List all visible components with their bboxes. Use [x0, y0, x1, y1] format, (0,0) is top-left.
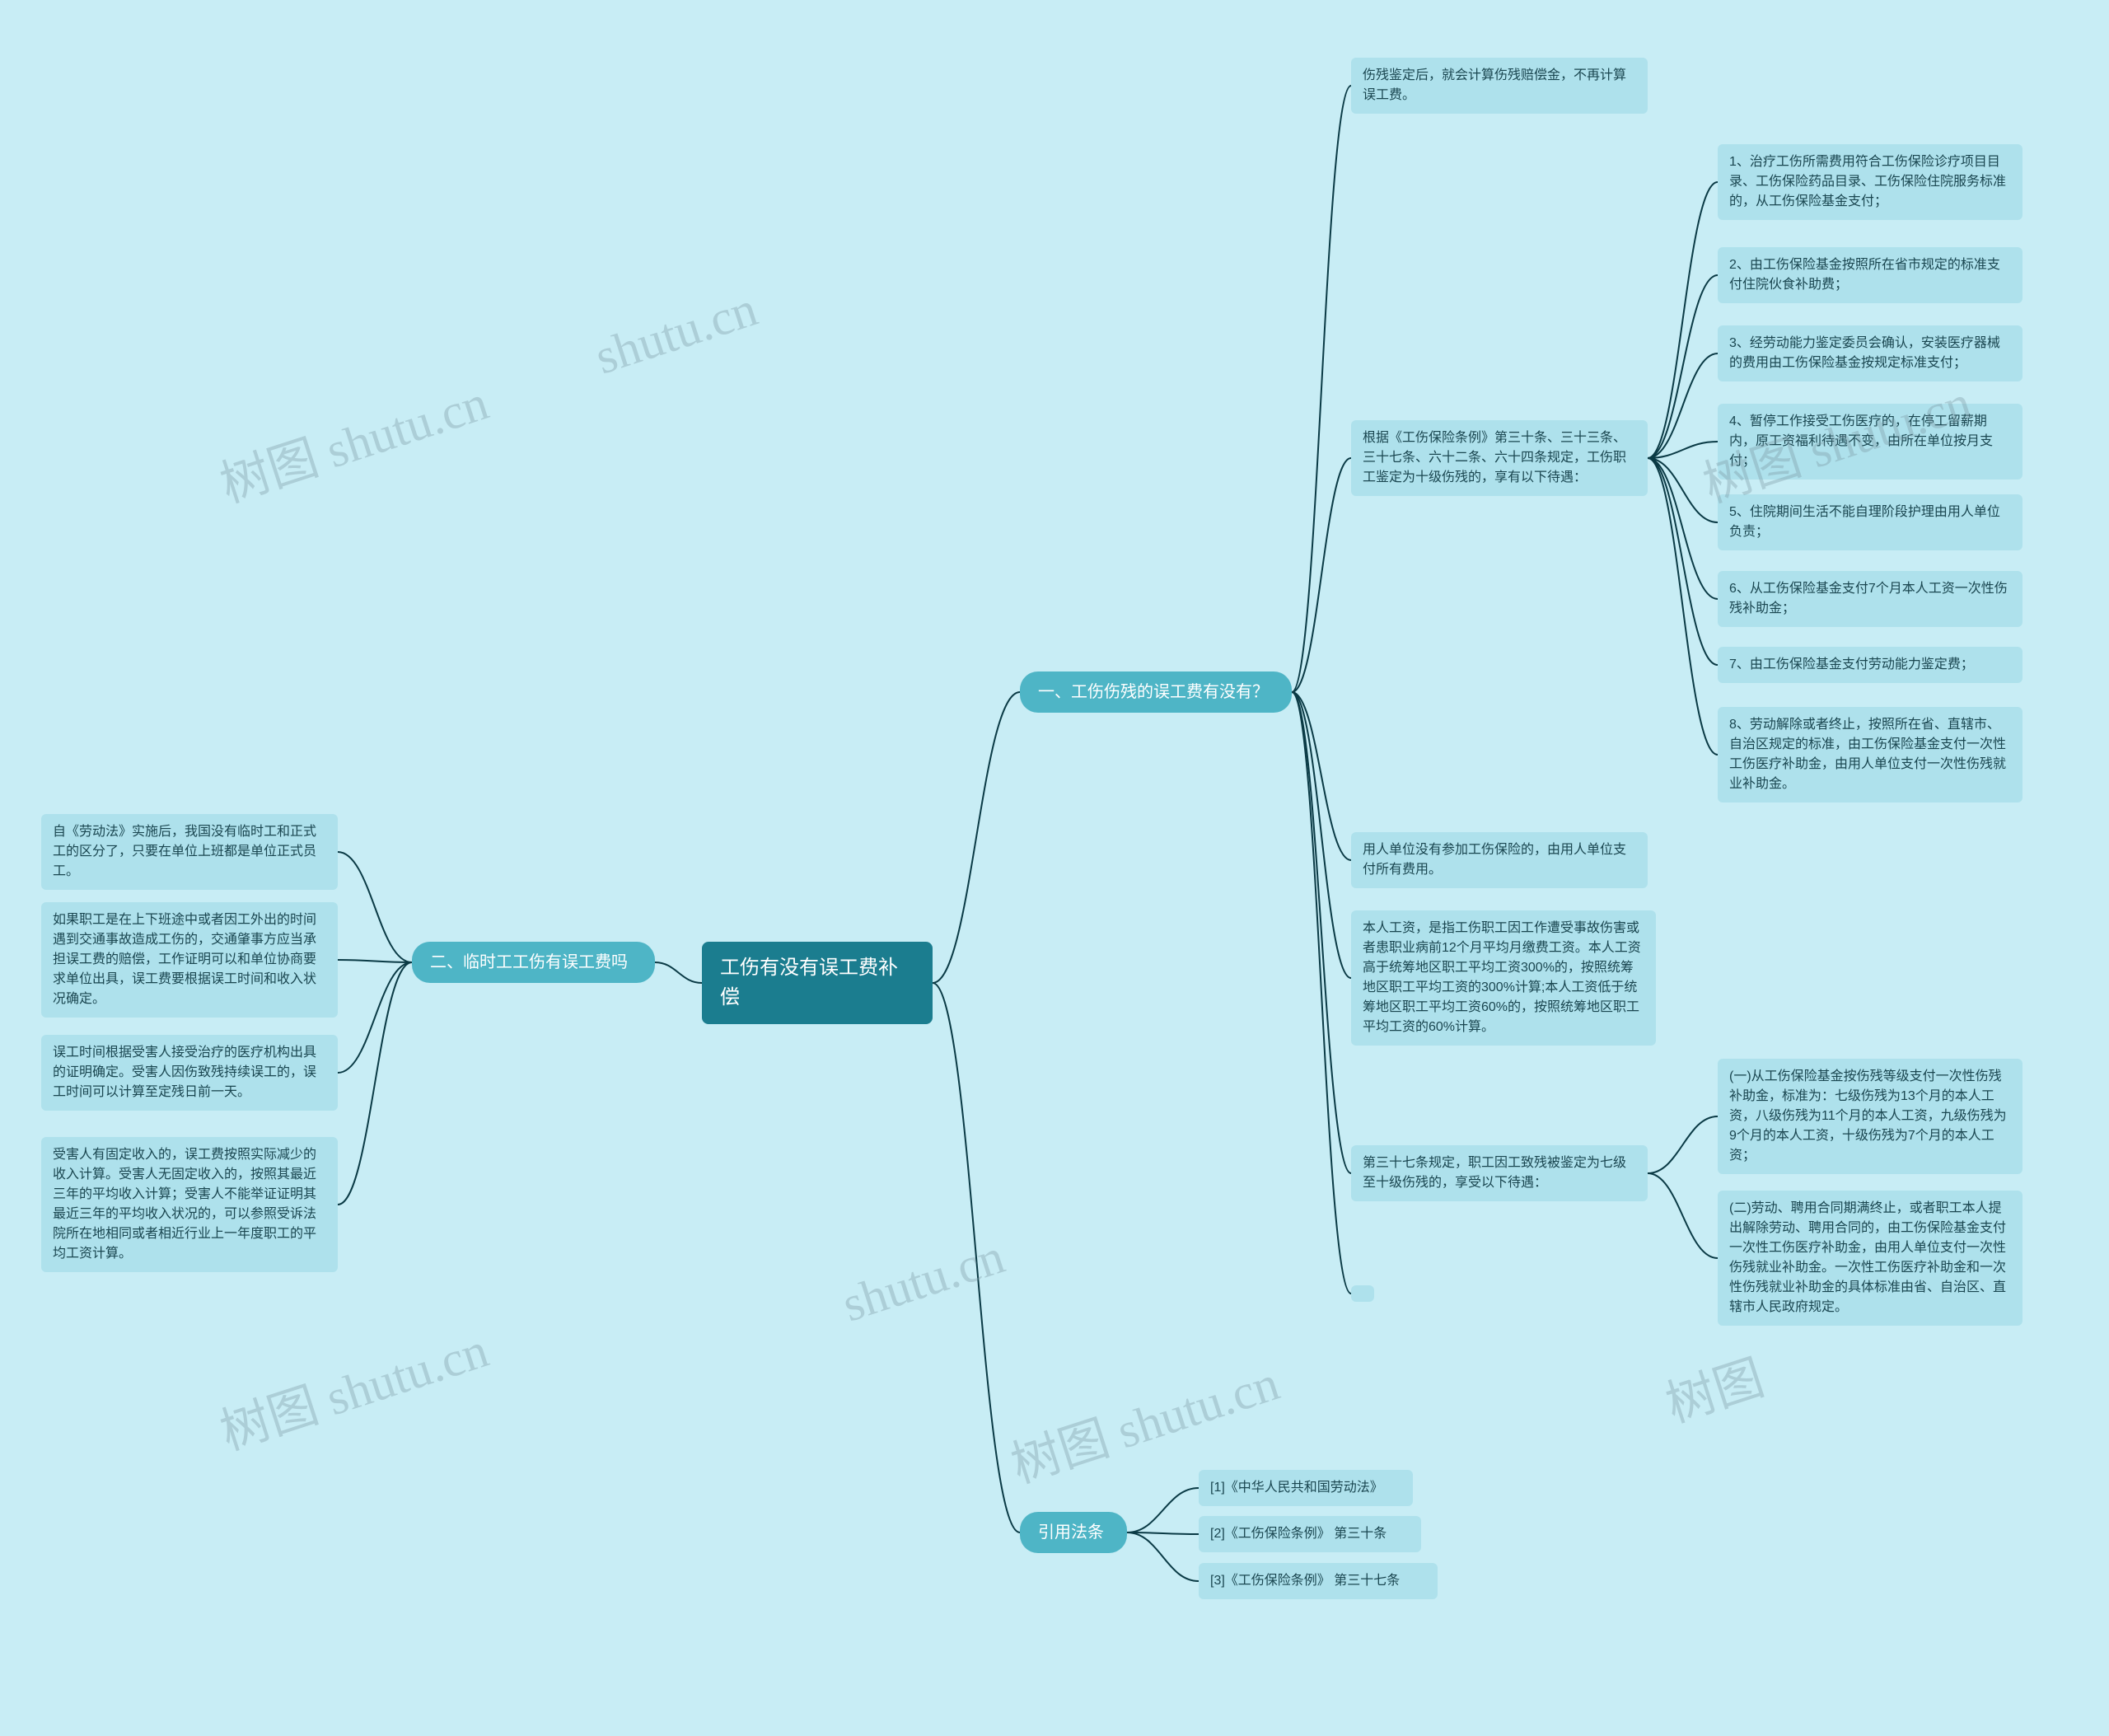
leaf-node: 7、由工伤保险基金支付劳动能力鉴定费；	[1718, 647, 2022, 683]
leaf-node: 8、劳动解除或者终止，按照所在省、直辖市、自治区规定的标准，由工伤保险基金支付一…	[1718, 707, 2022, 802]
branch-node: 引用法条	[1020, 1512, 1127, 1553]
edge	[1648, 275, 1718, 458]
edge	[338, 962, 412, 1205]
leaf-node: 误工时间根据受害人接受治疗的医疗机构出具的证明确定。受害人因伤致残持续误工的，误…	[41, 1035, 338, 1111]
watermark: shutu.cn	[588, 281, 764, 386]
leaf-node: 4、暂停工作接受工伤医疗的，在停工留薪期内，原工资福利待遇不变，由所在单位按月支…	[1718, 404, 2022, 480]
watermark: shutu.cn	[835, 1228, 1011, 1334]
leaf-node: 自《劳动法》实施后，我国没有临时工和正式工的区分了，只要在单位上班都是单位正式员…	[41, 814, 338, 890]
edge	[338, 960, 412, 962]
edge	[1648, 458, 1718, 755]
leaf-node: 3、经劳动能力鉴定委员会确认，安装医疗器械的费用由工伤保险基金按规定标准支付；	[1718, 325, 2022, 381]
edge	[1127, 1488, 1199, 1532]
edge	[933, 692, 1020, 983]
branch-node: 二、临时工工伤有误工费吗	[412, 942, 655, 983]
leaf-node: 本人工资，是指工伤职工因工作遭受事故伤害或者患职业病前12个月平均月缴费工资。本…	[1351, 910, 1656, 1046]
leaf-node: [2]《工伤保险条例》 第三十条	[1199, 1516, 1421, 1552]
edge	[1648, 458, 1718, 599]
edge	[1292, 692, 1351, 1294]
edge	[1648, 442, 1718, 458]
edge	[1292, 86, 1351, 692]
watermark: 树图	[1655, 1338, 1771, 1437]
leaf-node	[1351, 1285, 1374, 1302]
edge	[338, 962, 412, 1073]
edge	[1648, 1116, 1718, 1173]
leaf-node: 6、从工伤保险基金支付7个月本人工资一次性伤残补助金；	[1718, 571, 2022, 627]
leaf-node: (二)劳动、聘用合同期满终止，或者职工本人提出解除劳动、聘用合同的，由工伤保险基…	[1718, 1191, 2022, 1326]
edge	[933, 983, 1020, 1532]
edge	[1292, 692, 1351, 860]
edge	[1648, 458, 1718, 665]
edge	[1127, 1532, 1199, 1534]
edge	[1648, 1173, 1718, 1258]
leaf-node: 如果职工是在上下班途中或者因工外出的时间遇到交通事故造成工伤的，交通肇事方应当承…	[41, 902, 338, 1018]
edge	[1648, 182, 1718, 458]
leaf-node: (一)从工伤保险基金按伤残等级支付一次性伤残补助金，标准为：七级伤残为13个月的…	[1718, 1059, 2022, 1174]
edge	[1648, 353, 1718, 458]
leaf-node: 第三十七条规定，职工因工致残被鉴定为七级至十级伤残的，享受以下待遇：	[1351, 1145, 1648, 1201]
edge	[1127, 1532, 1199, 1581]
edge	[338, 852, 412, 962]
leaf-node: [1]《中华人民共和国劳动法》	[1199, 1470, 1413, 1506]
leaf-node: 5、住院期间生活不能自理阶段护理由用人单位负责；	[1718, 494, 2022, 550]
leaf-node: 1、治疗工伤所需费用符合工伤保险诊疗项目目录、工伤保险药品目录、工伤保险住院服务…	[1718, 144, 2022, 220]
watermark: 树图 shutu.cn	[210, 363, 496, 517]
edge	[655, 962, 702, 983]
edge	[1292, 692, 1351, 1173]
root-node: 工伤有没有误工费补偿	[702, 942, 933, 1024]
leaf-node: 根据《工伤保险条例》第三十条、三十三条、三十七条、六十二条、六十四条规定，工伤职…	[1351, 420, 1648, 496]
leaf-node: 用人单位没有参加工伤保险的，由用人单位支付所有费用。	[1351, 832, 1648, 888]
watermark: 树图 shutu.cn	[210, 1310, 496, 1464]
edge	[1292, 692, 1351, 978]
leaf-node: 受害人有固定收入的，误工费按照实际减少的收入计算。受害人无固定收入的，按照其最近…	[41, 1137, 338, 1272]
edge	[1648, 458, 1718, 522]
branch-node: 一、工伤伤残的误工费有没有？	[1020, 671, 1292, 713]
leaf-node: 2、由工伤保险基金按照所在省市规定的标准支付住院伙食补助费；	[1718, 247, 2022, 303]
leaf-node: 伤残鉴定后，就会计算伤残赔偿金，不再计算误工费。	[1351, 58, 1648, 114]
edge	[1292, 458, 1351, 692]
leaf-node: [3]《工伤保险条例》 第三十七条	[1199, 1563, 1438, 1599]
